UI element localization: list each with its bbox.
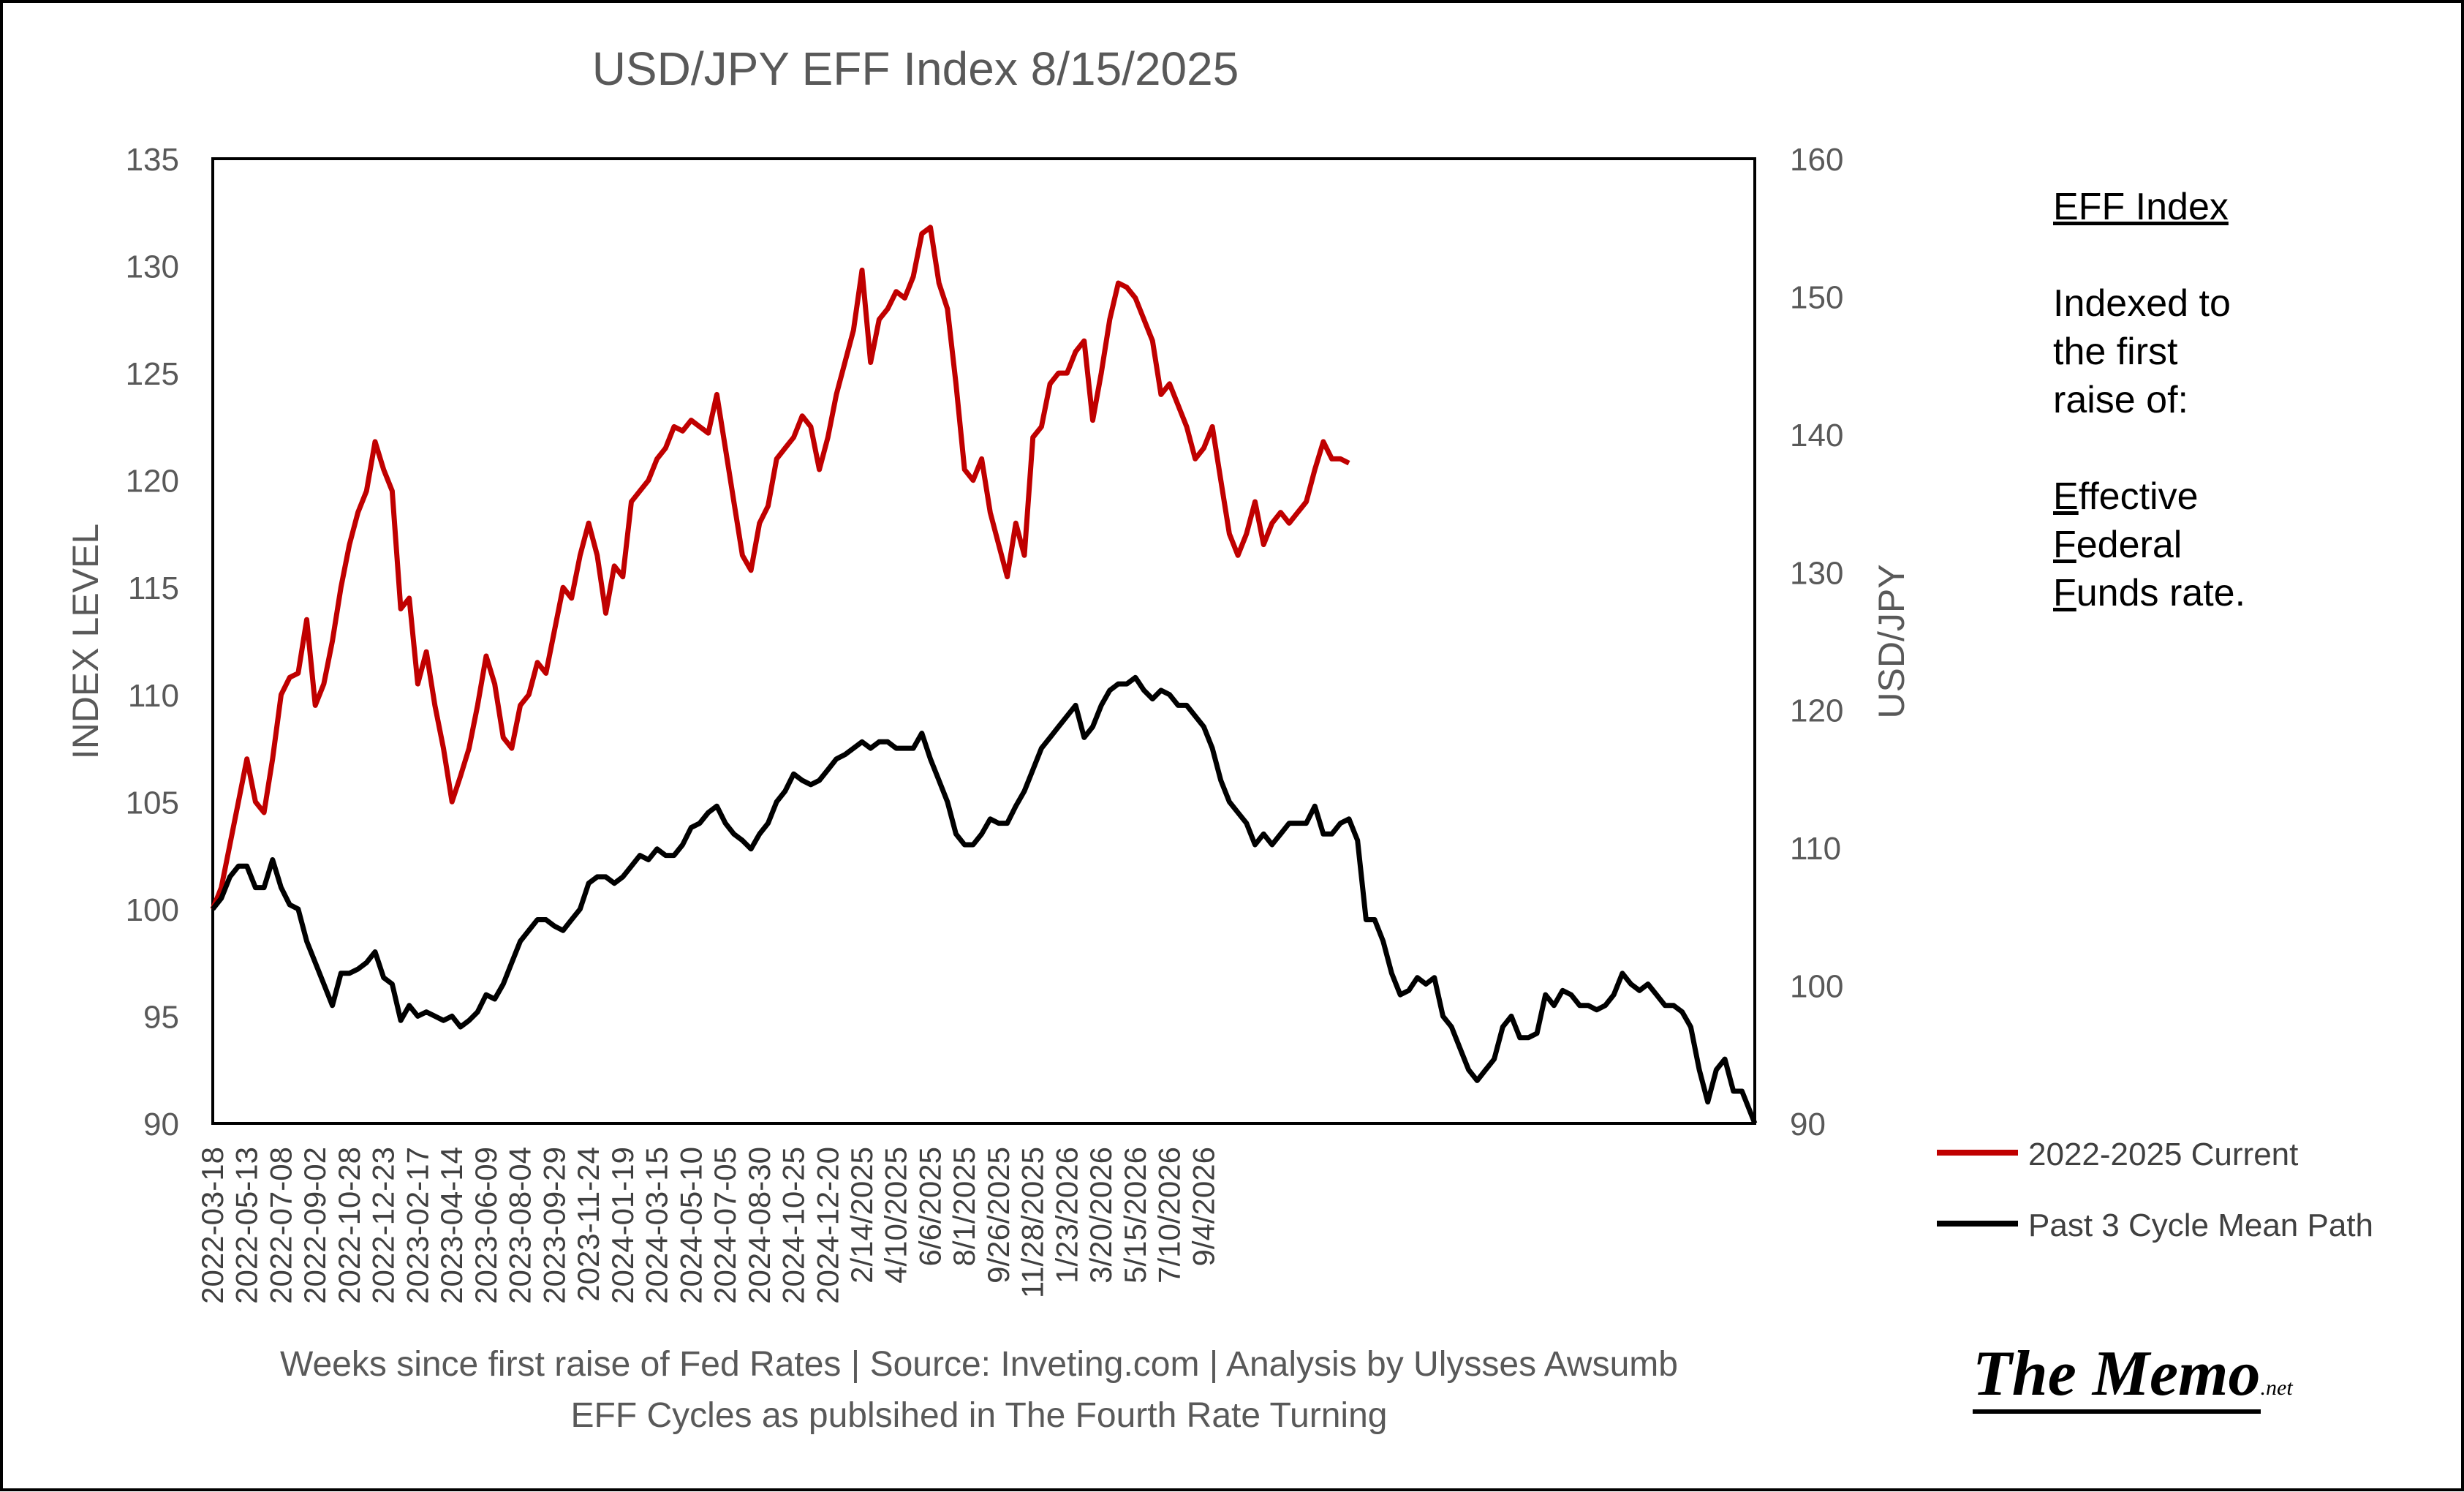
x-tick-label: 2024-05-10 [673, 1147, 708, 1304]
side-note-word3: Funds rate. [2053, 572, 2246, 614]
logo-text: The Memo [1973, 1338, 2261, 1414]
series-line-mean-path [211, 674, 1758, 1125]
x-tick-label: 2024-10-25 [776, 1147, 811, 1304]
logo-the-memo: The Memo.net [1973, 1337, 2293, 1414]
x-tick-label: 2022-12-23 [366, 1147, 401, 1304]
acronym-letter: F [2053, 572, 2076, 614]
y-tick-label: 100 [126, 892, 179, 928]
side-note: EFF Index Indexed to the first raise of:… [2053, 183, 2245, 617]
y-tick-label: 120 [126, 464, 179, 500]
y2-tick-label: 100 [1790, 969, 1843, 1005]
side-note-line3: raise of: [2053, 379, 2188, 421]
side-note-word2: Federal [2053, 524, 2183, 566]
x-tick-label: 2022-07-08 [263, 1147, 298, 1304]
side-note-line2: the first [2053, 331, 2178, 373]
y-axis-label: INDEX LEVEL [65, 524, 106, 759]
x-tick-label: 4/10/2025 [879, 1147, 913, 1284]
x-tick-label: 2023-04-14 [434, 1147, 469, 1304]
x-tick-label: 2024-01-19 [605, 1147, 640, 1304]
y2-tick-label: 110 [1790, 831, 1841, 867]
series-lines [210, 225, 1758, 1125]
x-tick-label: 5/15/2026 [1118, 1147, 1152, 1284]
y-tick-label: 125 [126, 356, 179, 392]
y2-axis-label: USD/JPY [1871, 564, 1912, 718]
acronym-letter: F [2053, 524, 2076, 566]
x-tick-label: 2023-11-24 [571, 1147, 605, 1302]
footer-source-line: Weeks since first raise of Fed Rates | S… [280, 1345, 1678, 1384]
x-tick-label: 2024-03-15 [640, 1147, 674, 1304]
x-tick-label: 2023-09-29 [537, 1147, 571, 1304]
x-tick-label: 2024-08-30 [742, 1147, 776, 1304]
x-tick-label: 2023-02-17 [400, 1147, 434, 1304]
y2-tick-label: 90 [1790, 1107, 1826, 1142]
y2-axis-ticks: 160 150 140 130 120 110 100 90 [1790, 142, 1843, 1142]
x-tick-label: 2/14/2025 [844, 1147, 879, 1284]
side-note-word1: Effective [2053, 475, 2199, 518]
y-tick-label: 95 [143, 999, 179, 1035]
side-note-heading: EFF Index [2053, 186, 2229, 228]
x-tick-label: 2022-05-13 [230, 1147, 264, 1304]
side-note-line1: Indexed to [2053, 282, 2231, 325]
x-tick-label: 2024-07-05 [708, 1147, 742, 1304]
x-tick-label: 9/26/2025 [981, 1147, 1016, 1284]
y-tick-label: 110 [128, 678, 179, 714]
y-tick-label: 130 [126, 249, 179, 285]
x-axis-ticks: 2022-03-18 2022-05-13 2022-07-08 2022-09-02… [195, 1147, 1220, 1304]
series-line-current [210, 225, 1350, 911]
x-tick-label: 1/23/2026 [1049, 1147, 1084, 1284]
logo-suffix: .net [2260, 1376, 2293, 1400]
y-tick-label: 105 [126, 785, 179, 821]
y2-tick-label: 140 [1790, 418, 1843, 453]
footer-cycles-line: EFF Cycles as publsihed in The Fourth Ra… [571, 1396, 1388, 1435]
legend-label-current: 2022-2025 Current [2028, 1137, 2298, 1172]
x-tick-label: 2022-10-28 [332, 1147, 366, 1304]
x-tick-label: 2023-06-09 [469, 1147, 503, 1304]
legend: 2022-2025 Current Past 3 Cycle Mean Path [1937, 1137, 2373, 1243]
y-tick-label: 90 [143, 1107, 179, 1142]
x-tick-label: 11/28/2025 [1016, 1147, 1050, 1298]
y2-tick-label: 160 [1790, 142, 1843, 178]
x-tick-label: 2024-12-20 [810, 1147, 844, 1304]
y2-tick-label: 120 [1790, 693, 1843, 729]
chart-svg: USD/JPY EFF Index 8/15/2025 135 130 125 120… [65, 42, 2373, 1435]
x-tick-label: 2022-03-18 [195, 1147, 230, 1304]
x-tick-label: 7/10/2026 [1152, 1147, 1187, 1284]
chart-title: USD/JPY EFF Index 8/15/2025 [592, 42, 1239, 95]
x-tick-label: 9/4/2026 [1186, 1147, 1220, 1267]
x-tick-label: 2022-09-02 [298, 1147, 332, 1304]
x-tick-label: 3/20/2026 [1084, 1147, 1118, 1284]
x-tick-label: 8/1/2025 [947, 1147, 981, 1267]
y-axis-ticks: 135 130 125 120 115 110 105 100 95 90 [126, 142, 179, 1142]
x-tick-label: 2023-08-04 [503, 1147, 537, 1304]
plot-area [211, 157, 1756, 1125]
y2-tick-label: 130 [1790, 555, 1843, 591]
y-tick-label: 135 [126, 142, 179, 178]
y-tick-label: 115 [128, 570, 179, 606]
y2-tick-label: 150 [1790, 279, 1843, 315]
legend-label-mean: Past 3 Cycle Mean Path [2028, 1207, 2373, 1243]
acronym-letter: E [2053, 475, 2079, 518]
x-tick-label: 6/6/2025 [912, 1147, 947, 1267]
